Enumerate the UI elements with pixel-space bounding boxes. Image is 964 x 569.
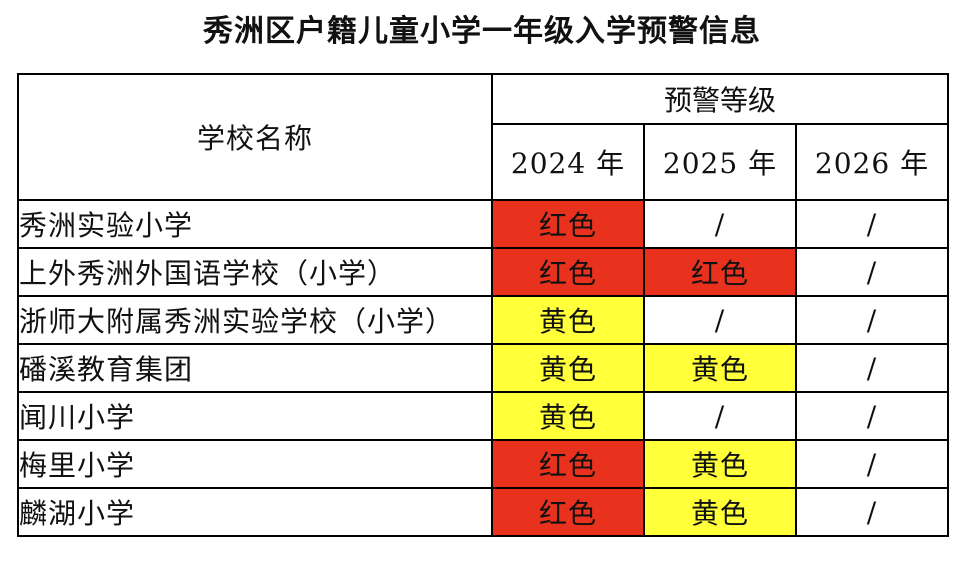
header-row-group: 学校名称 预警等级 [17,73,950,201]
year-header-2025: 2025 年 [643,123,797,201]
header-row-years: 2024 年 2025 年 2026 年 [18,123,950,201]
warning-level-cell: 红色 [491,487,645,537]
school-name-cell: 磻溪教育集团 [17,343,493,393]
warning-level-cell: 红色 [491,199,645,249]
warning-level-cell: 黄色 [643,343,797,393]
warning-level-cell: / [794,439,950,489]
warning-level-cell: 黄色 [491,391,645,441]
table-row: 上外秀洲外国语学校（小学） 红色 红色 / [17,247,950,297]
warning-level-cell: / [643,391,797,441]
warning-level-cell: 黄色 [491,343,645,393]
table-body: 秀洲实验小学 红色 / / 上外秀洲外国语学校（小学） 红色 红色 / 浙师大附属秀洲实验学校（… [17,199,950,537]
table-row: 闻川小学 黄色 / / [17,391,950,441]
year-header-2026: 2026 年 [794,123,950,201]
warning-level-header: 预警等级 [490,73,950,125]
warning-level-cell: / [794,391,950,441]
school-name-cell: 闻川小学 [17,391,493,441]
school-name-cell: 麟湖小学 [17,487,493,537]
warning-level-cell: / [794,487,950,537]
school-name-cell: 浙师大附属秀洲实验学校（小学） [17,295,493,345]
table-row: 秀洲实验小学 红色 / / [17,199,950,249]
warning-table: 学校名称 预警等级 2024 年 2025 年 2026 年 秀洲实验小学 红色 /… [17,73,950,537]
school-name-header: 学校名称 [17,73,493,201]
warning-level-cell: / [794,199,950,249]
warning-level-cell: 红色 [491,439,645,489]
school-name-cell: 秀洲实验小学 [17,199,493,249]
page-title: 秀洲区户籍儿童小学一年级入学预警信息 [203,14,761,49]
table-row: 梅里小学 红色 黄色 / [17,439,950,489]
table-row: 浙师大附属秀洲实验学校（小学） 黄色 / / [17,295,950,345]
warning-level-cell: 红色 [491,247,645,297]
table-row: 麟湖小学 红色 黄色 / [17,487,950,537]
school-name-cell: 梅里小学 [17,439,493,489]
warning-level-cell: 黄色 [491,295,645,345]
warning-level-cell: / [794,343,950,393]
warning-level-cell: 黄色 [643,439,797,489]
year-header-2024: 2024 年 [491,123,645,201]
school-name-cell: 上外秀洲外国语学校（小学） [17,247,493,297]
warning-level-cell: / [643,295,797,345]
warning-level-cell: 红色 [643,247,797,297]
table-row: 磻溪教育集团 黄色 黄色 / [17,343,950,393]
warning-level-cell: / [794,295,950,345]
warning-level-cell: 黄色 [643,487,797,537]
warning-level-cell: / [643,199,797,249]
warning-level-cell: / [794,247,950,297]
